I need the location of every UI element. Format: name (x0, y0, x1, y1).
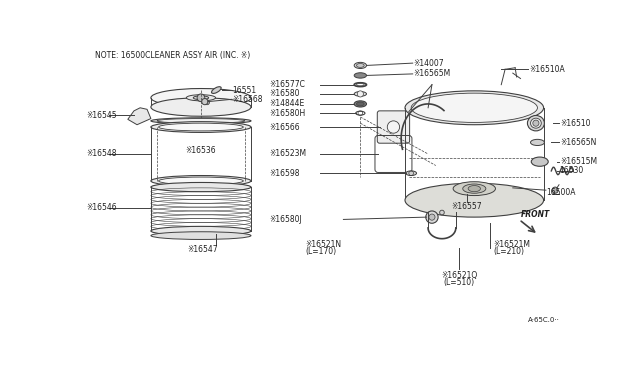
Ellipse shape (157, 119, 245, 123)
Circle shape (440, 210, 444, 215)
Ellipse shape (531, 140, 545, 145)
Ellipse shape (151, 176, 251, 186)
Circle shape (429, 214, 435, 220)
Circle shape (552, 187, 558, 193)
Ellipse shape (468, 186, 481, 192)
Ellipse shape (159, 123, 243, 131)
Text: FRONT: FRONT (520, 210, 550, 219)
Ellipse shape (531, 118, 541, 128)
Ellipse shape (354, 101, 367, 107)
Text: (L=170): (L=170) (305, 247, 336, 256)
Text: ※16510: ※16510 (561, 119, 591, 128)
Circle shape (202, 99, 208, 105)
Ellipse shape (159, 177, 243, 185)
Ellipse shape (354, 62, 367, 68)
Ellipse shape (151, 232, 251, 240)
Circle shape (533, 120, 539, 126)
Text: ※16557: ※16557 (451, 202, 482, 211)
Ellipse shape (406, 171, 417, 176)
Text: ※14844E: ※14844E (269, 99, 305, 108)
Ellipse shape (354, 92, 367, 96)
Circle shape (426, 211, 438, 223)
Text: ※16566: ※16566 (269, 122, 300, 132)
Ellipse shape (151, 183, 251, 192)
Ellipse shape (356, 64, 364, 67)
FancyBboxPatch shape (378, 111, 410, 143)
Ellipse shape (354, 73, 367, 78)
Ellipse shape (151, 89, 251, 107)
Ellipse shape (151, 98, 251, 116)
Text: ※16521N: ※16521N (305, 240, 341, 248)
Ellipse shape (186, 95, 216, 101)
Text: ※16536: ※16536 (186, 145, 216, 155)
Text: ※16598: ※16598 (269, 169, 300, 178)
Ellipse shape (411, 93, 538, 122)
Ellipse shape (405, 91, 543, 125)
Text: ※14007: ※14007 (413, 59, 444, 68)
Circle shape (387, 121, 399, 133)
Text: A·65C.0··: A·65C.0·· (528, 317, 560, 323)
Text: ※16510A: ※16510A (530, 65, 566, 74)
Ellipse shape (405, 183, 543, 217)
Ellipse shape (193, 96, 209, 100)
Text: ※16565N: ※16565N (561, 138, 597, 147)
Ellipse shape (531, 157, 548, 166)
Text: ※16547: ※16547 (187, 245, 218, 254)
Circle shape (357, 91, 364, 97)
Text: ※16523M: ※16523M (269, 150, 307, 158)
Circle shape (197, 94, 205, 102)
Ellipse shape (356, 102, 364, 106)
Ellipse shape (463, 184, 486, 193)
Text: ※16580: ※16580 (269, 89, 300, 99)
Text: ※16568: ※16568 (232, 95, 263, 104)
Polygon shape (128, 108, 151, 125)
Text: 16551: 16551 (232, 86, 257, 94)
Text: ※16548: ※16548 (86, 150, 116, 158)
Text: ※16521M: ※16521M (493, 240, 531, 248)
Text: NOTE: 16500CLEANER ASSY AIR (INC. ※): NOTE: 16500CLEANER ASSY AIR (INC. ※) (95, 51, 251, 60)
Text: 16500A: 16500A (547, 188, 576, 197)
Text: ※16565M: ※16565M (413, 70, 451, 78)
Text: ※16521Q: ※16521Q (441, 271, 477, 280)
Ellipse shape (527, 115, 545, 131)
Ellipse shape (151, 122, 251, 132)
Text: 16530: 16530 (559, 166, 583, 176)
Ellipse shape (212, 87, 221, 93)
Text: (L=510): (L=510) (444, 278, 474, 287)
Ellipse shape (151, 118, 251, 124)
Text: ※16515M: ※16515M (561, 157, 598, 166)
Text: ※16580J: ※16580J (269, 215, 302, 224)
Text: ※16580H: ※16580H (269, 109, 306, 118)
Text: (L=210): (L=210) (493, 247, 525, 256)
Text: ※16545: ※16545 (86, 111, 117, 120)
Ellipse shape (151, 226, 251, 235)
Circle shape (205, 100, 209, 105)
Text: ※16577C: ※16577C (269, 80, 305, 89)
Ellipse shape (453, 182, 495, 196)
Text: ※16546: ※16546 (86, 203, 117, 212)
